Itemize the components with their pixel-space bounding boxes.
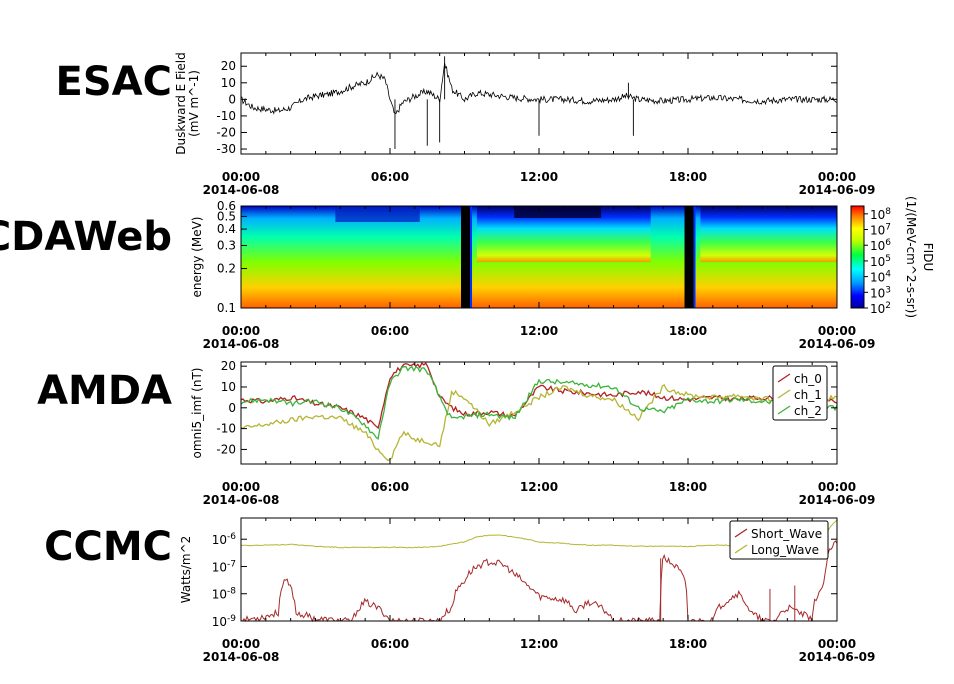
colorbar-unit: (1/(MeV-cm^2-s-sr)) [904, 196, 918, 318]
x-tick-label: 00:00 [818, 480, 856, 494]
y-tick-label: 10-6 [212, 532, 237, 547]
legend-entry: ch_0 [794, 372, 822, 386]
panel-label-amda: AMDA [37, 368, 172, 414]
x-tick-label: 12:00 [520, 170, 558, 184]
heatmap-data-gap [693, 206, 696, 308]
heatmap-data-gap [684, 206, 694, 308]
series-line-ch_2 [240, 365, 838, 440]
legend-entry: ch_1 [794, 388, 822, 402]
legend-swatch [734, 544, 748, 554]
x-date-label: 2014-06-08 [203, 183, 280, 197]
colorbar [850, 205, 865, 309]
y-axis-label-esac: Duskward E Field(mV m^-1) [174, 52, 201, 154]
colorbar-tick-label: 106 [870, 238, 891, 253]
x-tick-label: 06:00 [371, 324, 409, 338]
y-tick-label: -10 [216, 422, 236, 436]
legend-swatch [777, 373, 791, 383]
x-tick-label: 00:00 [818, 324, 856, 338]
y-axis-label-cdaweb: energy (MeV) [190, 217, 204, 298]
legend-swatch [777, 405, 791, 415]
legend-entry: ch_2 [794, 404, 822, 418]
colorbar-tick-label: 103 [870, 285, 891, 300]
y-tick-label: 10-7 [212, 559, 236, 574]
x-tick-label: 06:00 [371, 170, 409, 184]
legend-box [729, 520, 829, 560]
legend-entry: Short_Wave [751, 527, 822, 541]
heatmap-region [514, 206, 602, 218]
colorbar-tick-label: 105 [870, 254, 891, 269]
y-axis-label-ccmc: Watts/m^2 [179, 536, 193, 604]
y-tick-label: 0.2 [217, 262, 236, 276]
x-tick-label: 12:00 [520, 324, 558, 338]
legend-swatch [777, 389, 791, 399]
y-tick-label: 0 [228, 92, 236, 106]
x-tick-label: 12:00 [520, 637, 558, 651]
x-date-label: 2014-06-09 [799, 337, 876, 351]
x-tick-label: 00:00 [222, 480, 260, 494]
heatmap-data-gap [461, 206, 471, 308]
x-date-label: 2014-06-09 [799, 493, 876, 507]
y-tick-label: 10 [221, 380, 236, 394]
colorbar-tick-label: 108 [870, 207, 891, 222]
colorbar-label: FIDU [921, 243, 935, 271]
colorbar-tick-label: 102 [870, 301, 891, 316]
y-axis-label-amda: omni5_imf (nT) [190, 368, 204, 459]
x-tick-label: 00:00 [222, 324, 260, 338]
x-tick-label: 12:00 [520, 480, 558, 494]
y-tick-label: 20 [221, 59, 236, 73]
panel-label-esac: ESAC [55, 59, 172, 105]
legend-swatch [734, 528, 748, 538]
panel-label-cdaweb: CDAWeb [0, 214, 172, 260]
series-line-ch_1 [240, 383, 838, 462]
legend-box [772, 365, 828, 421]
y-tick-label: 0.3 [217, 238, 236, 252]
x-tick-label: 18:00 [669, 480, 707, 494]
x-tick-label: 06:00 [371, 480, 409, 494]
colorbar-tick-label: 104 [870, 270, 891, 285]
y-tick-label: 10-8 [212, 587, 237, 602]
x-tick-label: 18:00 [669, 637, 707, 651]
heatmap-region [335, 206, 420, 222]
heatmap-data-gap [470, 206, 473, 308]
x-tick-label: 06:00 [371, 637, 409, 651]
x-date-label: 2014-06-08 [203, 493, 280, 507]
panel-label-ccmc: CCMC [44, 524, 172, 570]
colorbar-tick-label: 107 [870, 223, 891, 238]
x-date-label: 2014-06-08 [203, 650, 280, 664]
y-tick-label: 10 [221, 76, 236, 90]
x-date-label: 2014-06-08 [203, 337, 280, 351]
y-tick-label: 10-9 [212, 614, 237, 629]
x-tick-label: 00:00 [222, 637, 260, 651]
plot-frame-2 [240, 361, 838, 465]
x-date-label: 2014-06-09 [799, 650, 876, 664]
y-tick-label: 20 [221, 359, 236, 373]
heatmap-region [700, 206, 837, 263]
x-tick-label: 18:00 [669, 324, 707, 338]
series-line-ch_0 [240, 362, 838, 430]
x-tick-label: 00:00 [222, 170, 260, 184]
x-date-label: 2014-06-09 [799, 183, 876, 197]
y-tick-label: 0.5 [217, 209, 236, 223]
y-tick-label: 0.6 [217, 199, 236, 213]
y-tick-label: 0.4 [217, 222, 236, 236]
y-tick-label: -10 [216, 109, 236, 123]
x-tick-label: 00:00 [818, 637, 856, 651]
x-tick-label: 00:00 [818, 170, 856, 184]
y-tick-label: -30 [216, 142, 236, 156]
y-tick-label: -20 [216, 125, 236, 139]
y-tick-label: 0.1 [217, 301, 236, 315]
y-tick-label: 0 [228, 401, 236, 415]
y-tick-label: -20 [216, 442, 236, 456]
x-tick-label: 18:00 [669, 170, 707, 184]
legend-entry: Long_Wave [751, 543, 819, 557]
